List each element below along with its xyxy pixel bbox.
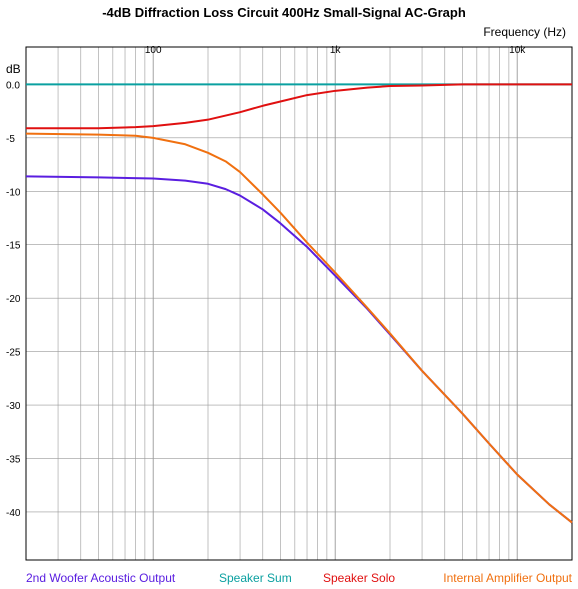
y-tick-label: -30 [6, 401, 21, 412]
x-tick-labels: 100 1k 10k [145, 45, 526, 56]
y-tick-label: -15 [6, 241, 21, 252]
legend-item: 2nd Woofer Acoustic Output [26, 571, 176, 585]
x-axis-label: Frequency (Hz) [483, 25, 566, 39]
legend: 2nd Woofer Acoustic Output Speaker Sum Spe… [26, 571, 573, 585]
y-tick-label: -5 [6, 134, 15, 145]
series-lines [25, 83, 573, 524]
x-tick-label: 100 [145, 45, 162, 56]
x-tick-label: 10k [509, 45, 526, 56]
y-tick-label: -25 [6, 348, 21, 359]
y-tick-labels: 0.0 -5 -10 -15 -20 -25 -30 -35 -40 [6, 80, 21, 519]
y-tick-label: 0.0 [6, 80, 20, 91]
x-tick-label: 1k [330, 45, 342, 56]
y-tick-label: -10 [6, 187, 21, 198]
series-line [26, 83, 572, 130]
y-tick-label: -35 [6, 454, 21, 465]
y-tick-label: -20 [6, 294, 21, 305]
series-line [25, 175, 573, 524]
legend-item: Internal Amplifier Output [443, 571, 572, 585]
plot-frame [25, 46, 573, 561]
legend-item: Speaker Solo [323, 571, 395, 585]
legend-item: Speaker Sum [219, 571, 292, 585]
chart-title: -4dB Diffraction Loss Circuit 400Hz Smal… [102, 5, 466, 20]
y-axis-label: dB [6, 62, 21, 76]
grid [26, 47, 572, 560]
y-tick-label: -40 [6, 508, 21, 519]
series-line [25, 132, 573, 524]
